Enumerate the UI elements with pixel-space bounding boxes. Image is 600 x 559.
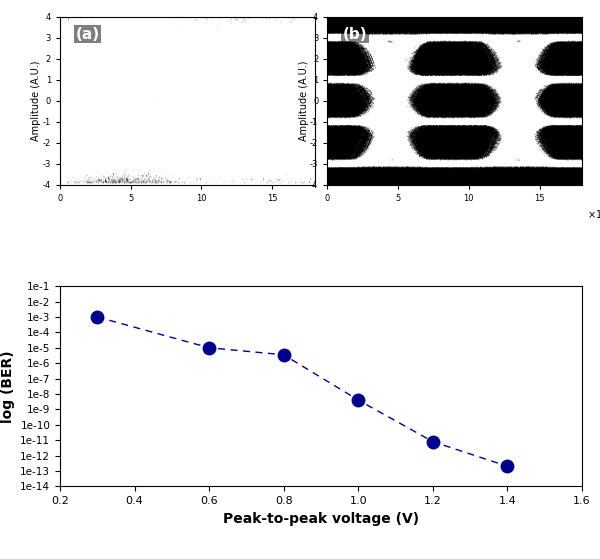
Point <box>279 350 289 359</box>
Point <box>205 343 214 352</box>
Point <box>353 396 363 405</box>
Text: (a): (a) <box>75 27 100 41</box>
Point <box>428 437 437 446</box>
X-axis label: Peak-to-peak voltage (V): Peak-to-peak voltage (V) <box>223 511 419 525</box>
Text: (b): (b) <box>343 27 367 41</box>
Point <box>92 312 102 321</box>
Point <box>503 462 512 471</box>
Y-axis label: Amplitude (A.U.): Amplitude (A.U.) <box>31 60 41 141</box>
Text: $\times10^{-4}$: $\times10^{-4}$ <box>587 207 600 221</box>
Y-axis label: Amplitude (A.U.): Amplitude (A.U.) <box>299 60 308 141</box>
Y-axis label: log (BER): log (BER) <box>1 350 15 423</box>
